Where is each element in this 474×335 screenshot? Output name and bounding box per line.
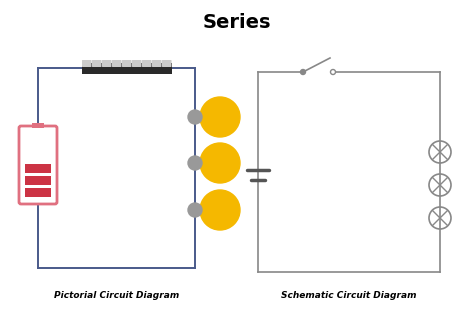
Circle shape — [200, 97, 240, 137]
Bar — [25, 176, 51, 185]
FancyBboxPatch shape — [92, 60, 101, 67]
Bar — [82, 63, 172, 73]
FancyBboxPatch shape — [122, 60, 131, 67]
FancyBboxPatch shape — [82, 60, 91, 67]
Text: Pictorial Circuit Diagram: Pictorial Circuit Diagram — [54, 290, 179, 299]
Circle shape — [188, 203, 202, 217]
FancyBboxPatch shape — [162, 60, 172, 67]
Circle shape — [200, 143, 240, 183]
FancyBboxPatch shape — [102, 60, 111, 67]
FancyBboxPatch shape — [132, 60, 142, 67]
FancyBboxPatch shape — [19, 126, 57, 204]
FancyBboxPatch shape — [142, 60, 152, 67]
Circle shape — [330, 69, 336, 74]
Bar — [32, 123, 44, 128]
Bar — [25, 188, 51, 197]
FancyBboxPatch shape — [152, 60, 162, 67]
Circle shape — [188, 156, 202, 170]
Circle shape — [200, 190, 240, 230]
FancyBboxPatch shape — [112, 60, 121, 67]
Bar — [25, 164, 51, 173]
Text: Schematic Circuit Diagram: Schematic Circuit Diagram — [281, 290, 417, 299]
Circle shape — [301, 69, 306, 74]
Text: Series: Series — [203, 12, 271, 31]
Circle shape — [188, 110, 202, 124]
